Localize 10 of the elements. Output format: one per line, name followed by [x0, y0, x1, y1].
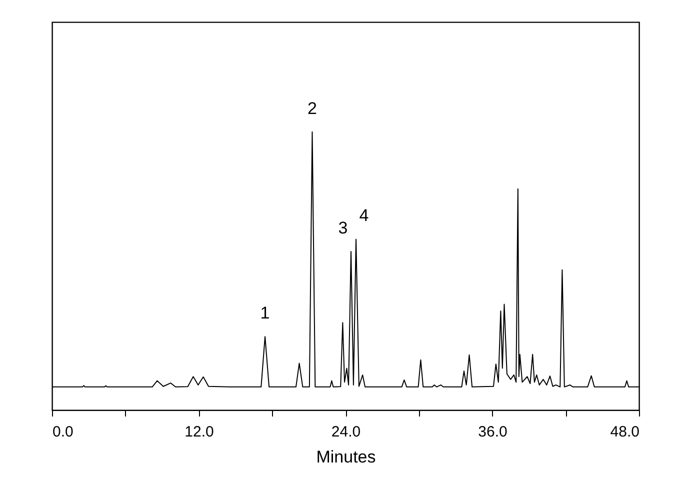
- x-tick-label: 36.0: [478, 424, 508, 440]
- x-tick-label: 0.0: [52, 424, 74, 440]
- x-tick-label: 48.0: [610, 424, 640, 440]
- annotation: 1: [260, 304, 270, 323]
- annotation: 2: [308, 98, 317, 118]
- x-tick-label: 24.0: [331, 424, 361, 440]
- annotation: 4: [359, 206, 369, 226]
- x-axis-title: Minutes: [316, 448, 376, 466]
- x-tick-label: 12.0: [184, 424, 214, 440]
- annotation: 3: [338, 218, 348, 238]
